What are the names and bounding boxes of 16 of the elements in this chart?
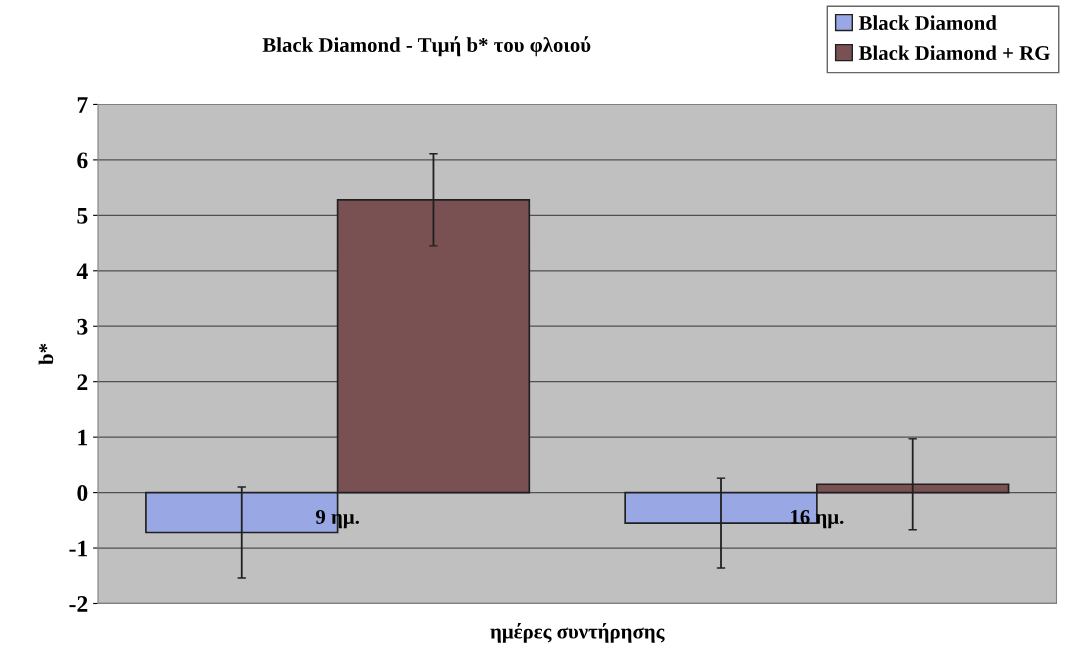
- x-tick-label: 16 ημ.: [791, 509, 844, 529]
- y-tick-label: 4: [76, 263, 88, 279]
- y-tick-label: 1: [78, 429, 88, 446]
- y-tick-label: 0: [77, 485, 88, 502]
- y-tick-label: 3: [77, 318, 88, 335]
- x-axis-title: ημέρες συντήρησης: [490, 622, 665, 643]
- y-axis-title: b*: [38, 343, 54, 365]
- legend-label: Black Diamond + RG: [858, 45, 1050, 61]
- chart-title: Black Diamond - Τιμή b* του φλοιού: [262, 36, 591, 57]
- y-tick-label: 6: [77, 152, 88, 169]
- y-tick-label: 2: [77, 374, 88, 390]
- y-tick-label: 5: [77, 208, 88, 224]
- y-tick-label: -2: [69, 596, 88, 612]
- legend-label: Black Diamond: [858, 15, 997, 30]
- y-tick-label: -1: [69, 540, 88, 557]
- y-tick-label: 7: [77, 97, 88, 113]
